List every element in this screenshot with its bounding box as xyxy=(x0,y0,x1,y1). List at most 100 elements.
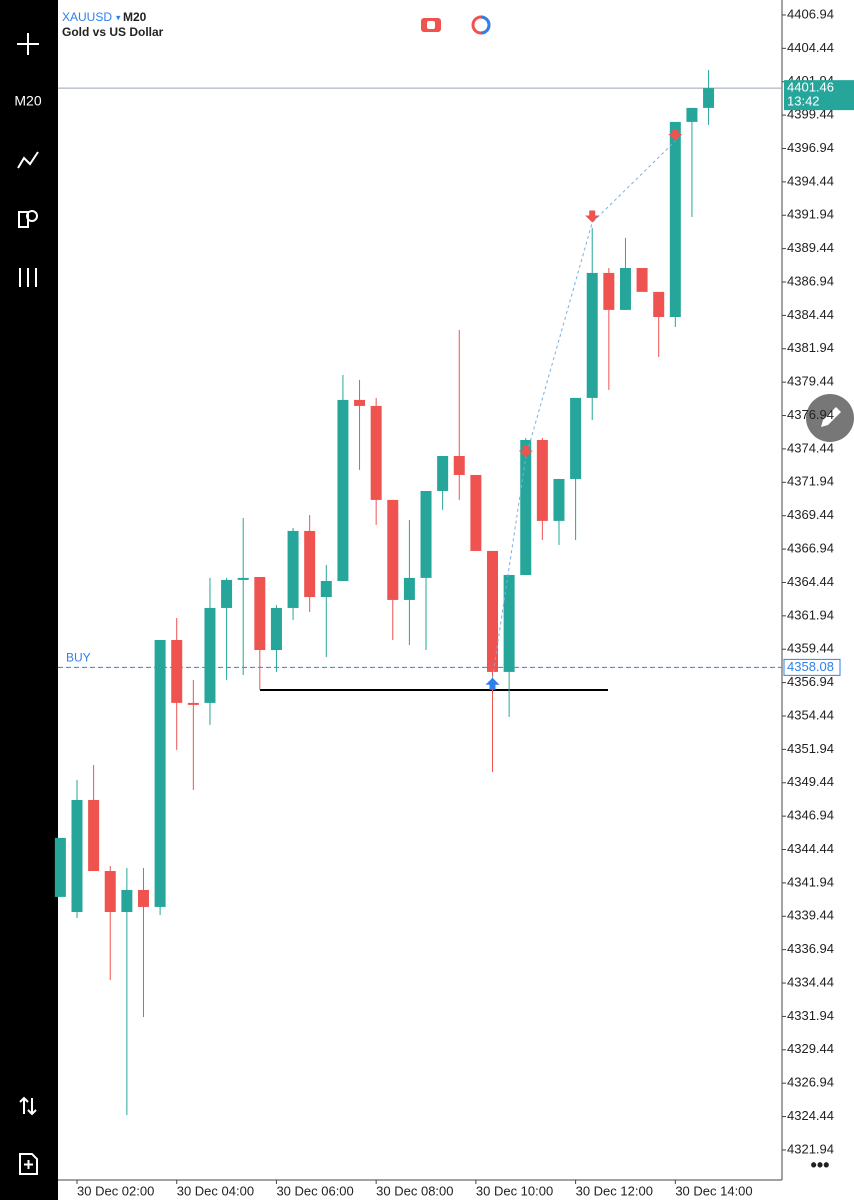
order-price-box xyxy=(783,658,841,676)
trade-marker xyxy=(585,210,600,223)
y-tick-label: 4389.44 xyxy=(787,240,834,255)
symbol-dropdown[interactable]: ▾ xyxy=(116,12,121,22)
candle-body xyxy=(154,640,166,907)
y-tick-label: 4356.94 xyxy=(787,674,834,689)
y-tick-label: 4369.44 xyxy=(787,507,834,522)
x-tick-label: 30 Dec 14:00 xyxy=(675,1183,752,1198)
candle-body xyxy=(320,580,332,598)
candle-body xyxy=(221,579,233,608)
candle-body xyxy=(586,272,598,398)
more-menu[interactable]: ••• xyxy=(811,1155,830,1175)
y-tick-label: 4339.44 xyxy=(787,908,834,923)
y-tick-label: 4321.94 xyxy=(787,1141,834,1156)
candle-body xyxy=(403,577,415,600)
x-tick-label: 30 Dec 12:00 xyxy=(576,1183,653,1198)
y-tick-label: 4346.94 xyxy=(787,808,834,823)
y-tick-label: 4334.44 xyxy=(787,974,834,989)
candle-body xyxy=(487,550,498,672)
settings-tool[interactable] xyxy=(19,268,37,287)
candle-body xyxy=(437,456,449,491)
toolbar xyxy=(0,0,58,1200)
candle-body xyxy=(503,574,515,672)
indicators-tool[interactable] xyxy=(17,151,39,169)
y-tick-label: 4406.94 xyxy=(787,6,834,21)
trade-tool[interactable] xyxy=(19,1096,37,1116)
one-click-trading[interactable] xyxy=(421,18,441,32)
y-tick-label: 4331.94 xyxy=(787,1008,834,1023)
new-order-tool[interactable] xyxy=(19,1153,38,1175)
y-tick-label: 4386.94 xyxy=(787,273,834,288)
y-tick-label: 4366.94 xyxy=(787,541,834,556)
candle-body xyxy=(204,607,216,703)
y-tick-label: 4344.44 xyxy=(787,841,834,856)
y-tick-label: 4404.44 xyxy=(787,40,834,55)
candle-body xyxy=(71,799,83,913)
candle-body xyxy=(536,439,548,521)
y-tick-label: 4324.44 xyxy=(787,1108,834,1123)
current-price: 4401.46 xyxy=(787,80,834,95)
trade-marker xyxy=(485,677,500,690)
crosshair-tool[interactable] xyxy=(17,33,39,55)
symbol-description: Gold vs US Dollar xyxy=(62,25,164,39)
trade-path xyxy=(492,140,676,678)
candle-body xyxy=(270,607,282,651)
candle-body xyxy=(54,837,66,897)
order-price: 4358.08 xyxy=(787,659,834,674)
current-price-box xyxy=(784,80,854,111)
candle-body xyxy=(354,399,366,406)
x-tick-label: 30 Dec 08:00 xyxy=(376,1183,453,1198)
symbol[interactable]: XAUUSD xyxy=(62,10,112,24)
candle-body xyxy=(254,576,266,651)
candle-body xyxy=(121,889,133,913)
candle-body xyxy=(420,490,432,578)
y-tick-label: 4354.44 xyxy=(787,707,834,722)
candle-body xyxy=(453,456,465,475)
candle-body xyxy=(337,399,349,581)
y-tick-label: 4379.44 xyxy=(787,374,834,389)
y-tick-label: 4371.94 xyxy=(787,474,834,489)
candle-body xyxy=(703,88,715,108)
y-tick-label: 4381.94 xyxy=(787,340,834,355)
candle-body xyxy=(520,439,532,575)
order-label: BUY xyxy=(66,651,91,665)
y-tick-label: 4364.44 xyxy=(787,574,834,589)
y-tick-label: 4399.44 xyxy=(787,107,834,122)
candle-body xyxy=(370,405,382,500)
candle-body xyxy=(570,397,582,479)
trade-marker xyxy=(518,445,533,458)
y-tick-label: 4376.94 xyxy=(787,407,834,422)
x-tick-label: 30 Dec 04:00 xyxy=(177,1183,254,1198)
y-tick-label: 4349.44 xyxy=(787,774,834,789)
y-tick-label: 4394.44 xyxy=(787,173,834,188)
timeframe: M20 xyxy=(123,10,147,24)
candle-body xyxy=(187,702,199,705)
x-tick-label: 30 Dec 02:00 xyxy=(77,1183,154,1198)
y-tick-label: 4329.44 xyxy=(787,1041,834,1056)
trade-marker xyxy=(668,129,683,142)
timeframe-button[interactable]: M20 xyxy=(14,93,41,109)
candle-body xyxy=(636,267,648,292)
candle-body xyxy=(669,121,681,317)
candle-body xyxy=(470,474,482,551)
candle-body xyxy=(104,871,116,913)
candle-body xyxy=(137,889,149,907)
candle-body xyxy=(171,640,183,703)
y-tick-label: 4326.94 xyxy=(787,1075,834,1090)
candle-body xyxy=(686,107,698,122)
candle-body xyxy=(88,799,100,872)
bar-timer: 13:42 xyxy=(787,94,820,109)
x-tick-label: 30 Dec 06:00 xyxy=(276,1183,353,1198)
candle-body xyxy=(237,577,249,580)
y-tick-label: 4336.94 xyxy=(787,941,834,956)
y-tick-label: 4384.44 xyxy=(787,307,834,322)
edit-button[interactable] xyxy=(806,394,854,442)
depth-icon[interactable] xyxy=(471,15,491,35)
y-tick-label: 4341.94 xyxy=(787,874,834,889)
candle-body xyxy=(304,530,316,598)
objects-tool[interactable] xyxy=(18,210,38,228)
candle-body xyxy=(553,478,565,521)
candle-body xyxy=(653,291,665,317)
y-tick-label: 4396.94 xyxy=(787,140,834,155)
x-tick-label: 30 Dec 10:00 xyxy=(476,1183,553,1198)
